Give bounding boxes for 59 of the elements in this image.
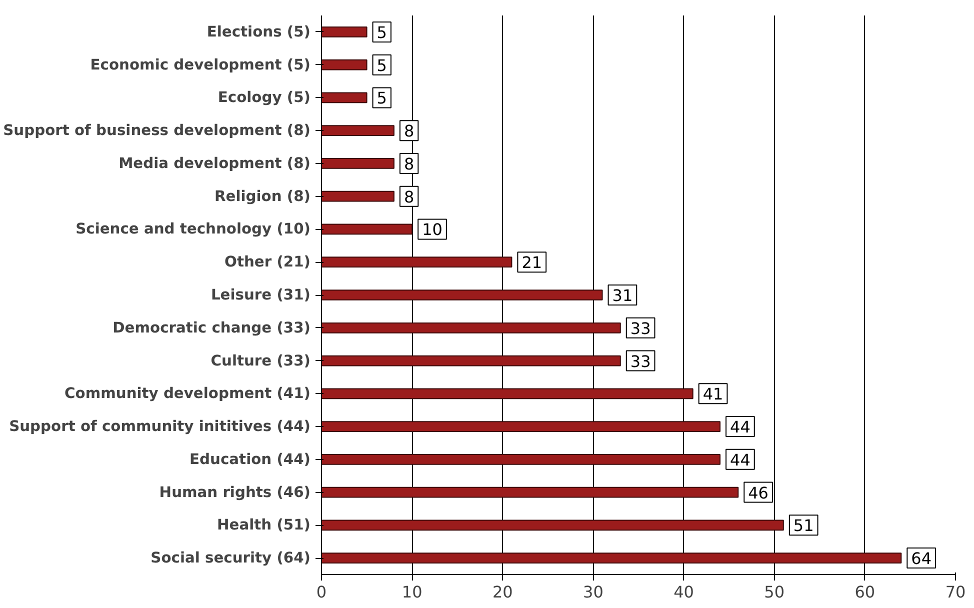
data-label: 41 (702, 384, 724, 404)
x-tick-label: 0 (316, 582, 327, 602)
x-tick-label: 40 (674, 582, 694, 602)
data-label: 46 (748, 483, 768, 502)
y-tick-label: Social security (64) (150, 550, 311, 567)
x-tick-label: 20 (492, 582, 513, 602)
bar (322, 454, 721, 465)
bar (322, 256, 512, 268)
y-tick-label: Education (44) (190, 450, 311, 468)
y-tick-label: Elections (5) (206, 23, 311, 40)
x-tick-label: 70 (945, 582, 966, 602)
bar (322, 190, 394, 202)
y-tick-label: Leisure (31) (210, 286, 311, 304)
data-label: 5 (376, 88, 387, 108)
bar (322, 290, 603, 300)
y-tick-label: Support of business development (8) (3, 122, 311, 140)
data-label: 8 (404, 122, 414, 141)
y-tick-label: Ecology (5) (218, 89, 311, 106)
bar (322, 388, 694, 400)
x-tick-label: 30 (583, 582, 604, 602)
bar (322, 421, 721, 432)
data-label: 51 (793, 516, 814, 536)
data-label: 44 (730, 418, 750, 437)
data-label: 33 (630, 318, 651, 338)
data-label: 64 (911, 549, 932, 568)
data-label: 8 (404, 187, 414, 206)
x-tick-label: 10 (402, 582, 422, 602)
data-label: 8 (404, 154, 414, 174)
y-tick-label: Health (51) (217, 516, 311, 534)
y-tick-label: Support of community inititives (44) (9, 418, 311, 436)
bar (322, 26, 368, 38)
y-tick-label: Culture (33) (210, 352, 310, 370)
y-tick-label: Community development (41) (64, 385, 311, 402)
bar (322, 355, 621, 366)
y-tick-label: Human rights (46) (159, 484, 311, 501)
x-tick-label: 50 (764, 582, 785, 602)
y-tick-label: Religion (8) (214, 188, 311, 205)
data-label: 21 (522, 253, 542, 272)
bar (322, 486, 739, 498)
bar (322, 158, 394, 169)
data-label: 10 (422, 220, 442, 240)
y-tick-label: Democratic change (33) (112, 319, 311, 336)
bar (322, 552, 902, 564)
y-tick-label: Other (21) (224, 254, 311, 271)
data-label: 5 (376, 22, 387, 42)
y-tick-label: Science and technology (10) (76, 220, 311, 238)
data-label: 5 (376, 56, 387, 75)
bar (322, 520, 784, 531)
data-label: 31 (612, 286, 633, 305)
y-tick-label: Economic development (5) (90, 56, 311, 74)
y-tick-label: Media development (8) (118, 154, 311, 172)
data-label: 33 (630, 352, 651, 371)
data-label: 44 (730, 450, 750, 470)
bar (322, 322, 621, 334)
bar (322, 59, 368, 70)
x-tick-label: 60 (854, 582, 876, 602)
bar (322, 224, 413, 235)
bar (322, 92, 368, 104)
bar (322, 125, 394, 136)
